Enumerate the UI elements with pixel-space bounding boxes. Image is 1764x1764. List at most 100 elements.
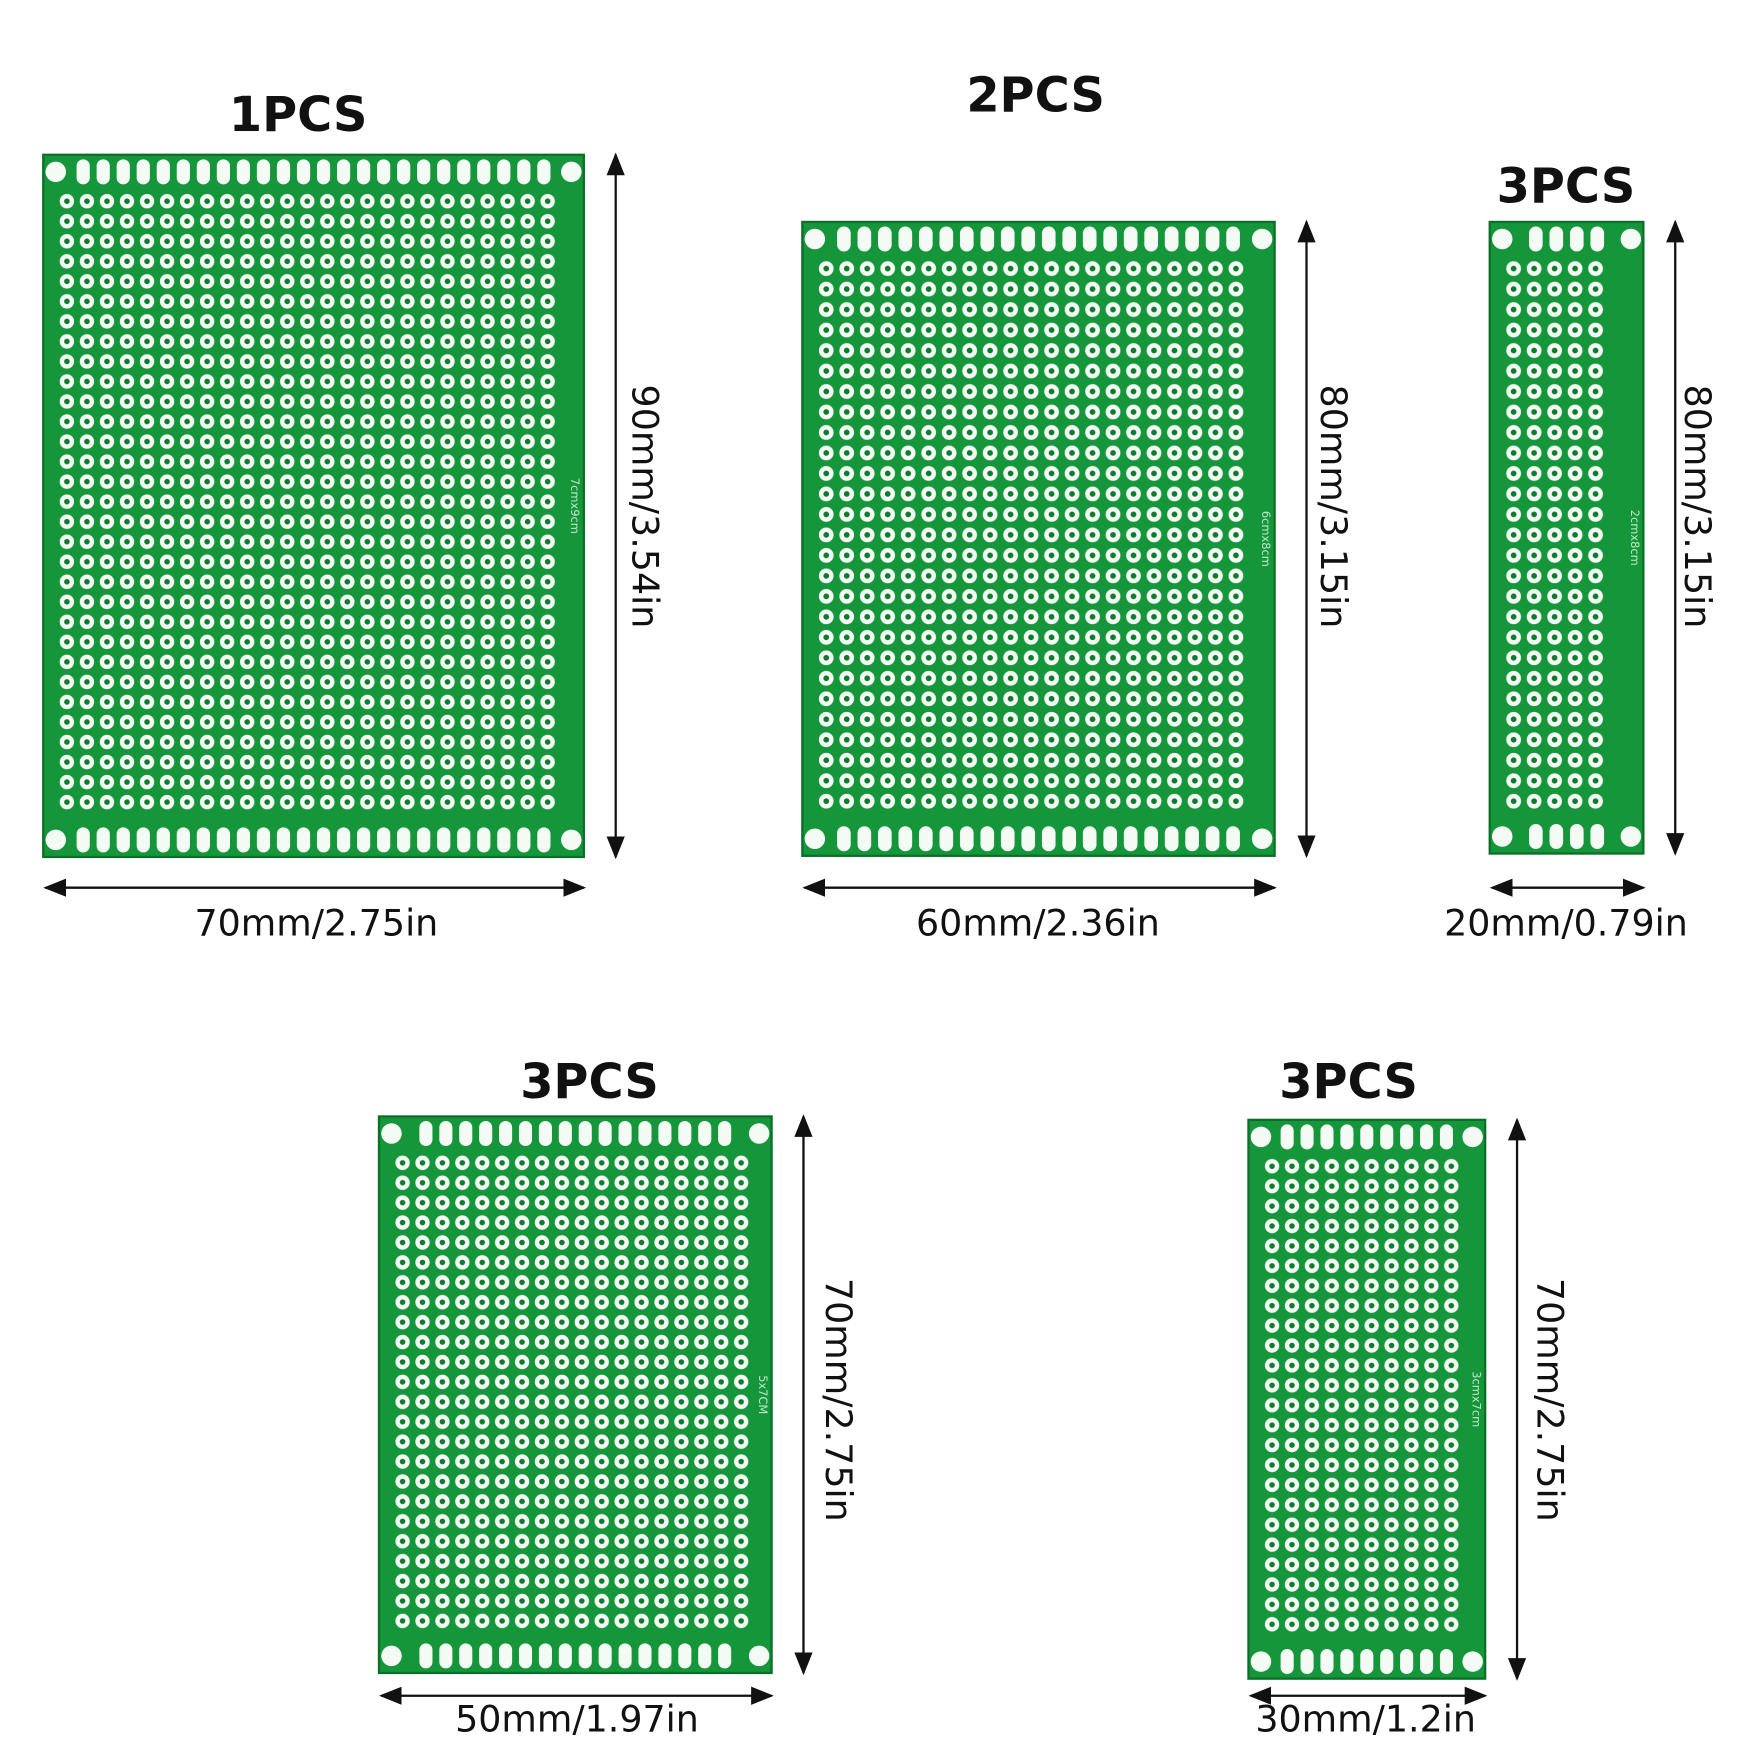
pad (878, 226, 892, 252)
pad (1041, 226, 1056, 252)
pad (517, 159, 531, 185)
pad (837, 826, 851, 852)
mount-hole (1620, 228, 1642, 250)
pad (1420, 1124, 1434, 1150)
pad (357, 827, 371, 853)
mount-hole (1250, 1126, 1272, 1148)
pad (537, 827, 551, 853)
board-marking: 3cmx7cm (1470, 1371, 1484, 1427)
pad (980, 826, 995, 852)
pad (236, 827, 251, 853)
pad (479, 1120, 493, 1147)
mount-hole (561, 161, 582, 183)
quantity-label: 3PCS (520, 1055, 659, 1110)
pad (1569, 823, 1584, 849)
mount-hole (1251, 228, 1273, 250)
pad (1000, 226, 1015, 252)
pad (276, 827, 291, 853)
pad (497, 159, 511, 185)
pad (598, 1643, 612, 1669)
pad (698, 1643, 712, 1669)
pad (1549, 226, 1564, 252)
pad (419, 1120, 433, 1147)
pad (116, 827, 130, 853)
pad (578, 1120, 592, 1147)
width-label: 50mm/1.97in (455, 1697, 699, 1740)
pad (658, 1120, 672, 1147)
pad (357, 159, 371, 185)
pad (678, 1643, 692, 1669)
pad (1144, 826, 1158, 852)
mount-hole (1462, 1126, 1483, 1148)
pad (477, 159, 491, 185)
pad (878, 826, 892, 852)
pad (1420, 1649, 1434, 1675)
height-label: 70mm/2.75in (1528, 1278, 1571, 1522)
pad (980, 226, 995, 252)
pad (419, 1643, 433, 1669)
height-label: 90mm/3.54in (624, 385, 667, 629)
pad (216, 159, 231, 185)
pad (1320, 1649, 1334, 1675)
pad (439, 1643, 453, 1669)
pad (518, 1643, 533, 1669)
pad (1062, 826, 1077, 852)
mount-hole (804, 228, 826, 250)
pad (116, 159, 130, 185)
mount-hole (748, 1645, 770, 1667)
hole-grid (392, 1152, 752, 1631)
pad (499, 1643, 513, 1669)
quantity-label: 3PCS (1497, 160, 1636, 215)
board-marking: 6cmx8cm (1259, 511, 1273, 567)
pad (658, 1643, 672, 1669)
pad (578, 1643, 592, 1669)
pad (1185, 826, 1199, 852)
pad (939, 826, 954, 852)
pad (618, 1643, 632, 1669)
pad (918, 826, 933, 852)
width-label: 20mm/0.79in (1444, 902, 1688, 945)
pad (1590, 823, 1605, 849)
pad (1226, 226, 1240, 252)
pad (1528, 823, 1543, 849)
pad (1205, 826, 1220, 852)
pad (439, 1120, 453, 1147)
pad (156, 827, 170, 853)
pad (459, 1120, 473, 1147)
pad (256, 827, 271, 853)
pad (479, 1643, 493, 1669)
mount-hole (804, 828, 826, 849)
pad (499, 1120, 513, 1147)
pad (1164, 826, 1179, 852)
pad (558, 1120, 572, 1147)
height-label: 80mm/3.15in (1676, 385, 1719, 629)
pad (678, 1120, 692, 1147)
pad (1226, 826, 1240, 852)
mount-hole (1620, 826, 1642, 847)
pad (1400, 1124, 1414, 1150)
mount-hole (748, 1123, 770, 1144)
pad (1280, 1124, 1294, 1150)
board-marking: 2cmx8cm (1628, 510, 1642, 566)
pad (1164, 226, 1179, 252)
width-label: 30mm/1.2in (1255, 1697, 1476, 1740)
pad (336, 827, 351, 853)
pad (417, 827, 431, 853)
pad (377, 827, 391, 853)
pad (136, 827, 150, 853)
pad (176, 827, 190, 853)
pad (236, 159, 251, 185)
hole-grid (1262, 1156, 1462, 1635)
pad (1360, 1649, 1374, 1675)
pad (1000, 826, 1015, 852)
pad (1041, 826, 1056, 852)
pad (1439, 1124, 1454, 1150)
pad (96, 827, 110, 853)
hole-grid (1503, 258, 1606, 812)
pad (638, 1643, 652, 1669)
pad (96, 159, 110, 185)
pad (176, 159, 190, 185)
pad (898, 826, 913, 852)
mount-hole (1251, 828, 1273, 849)
board-marking: 5x7CM (756, 1375, 770, 1414)
